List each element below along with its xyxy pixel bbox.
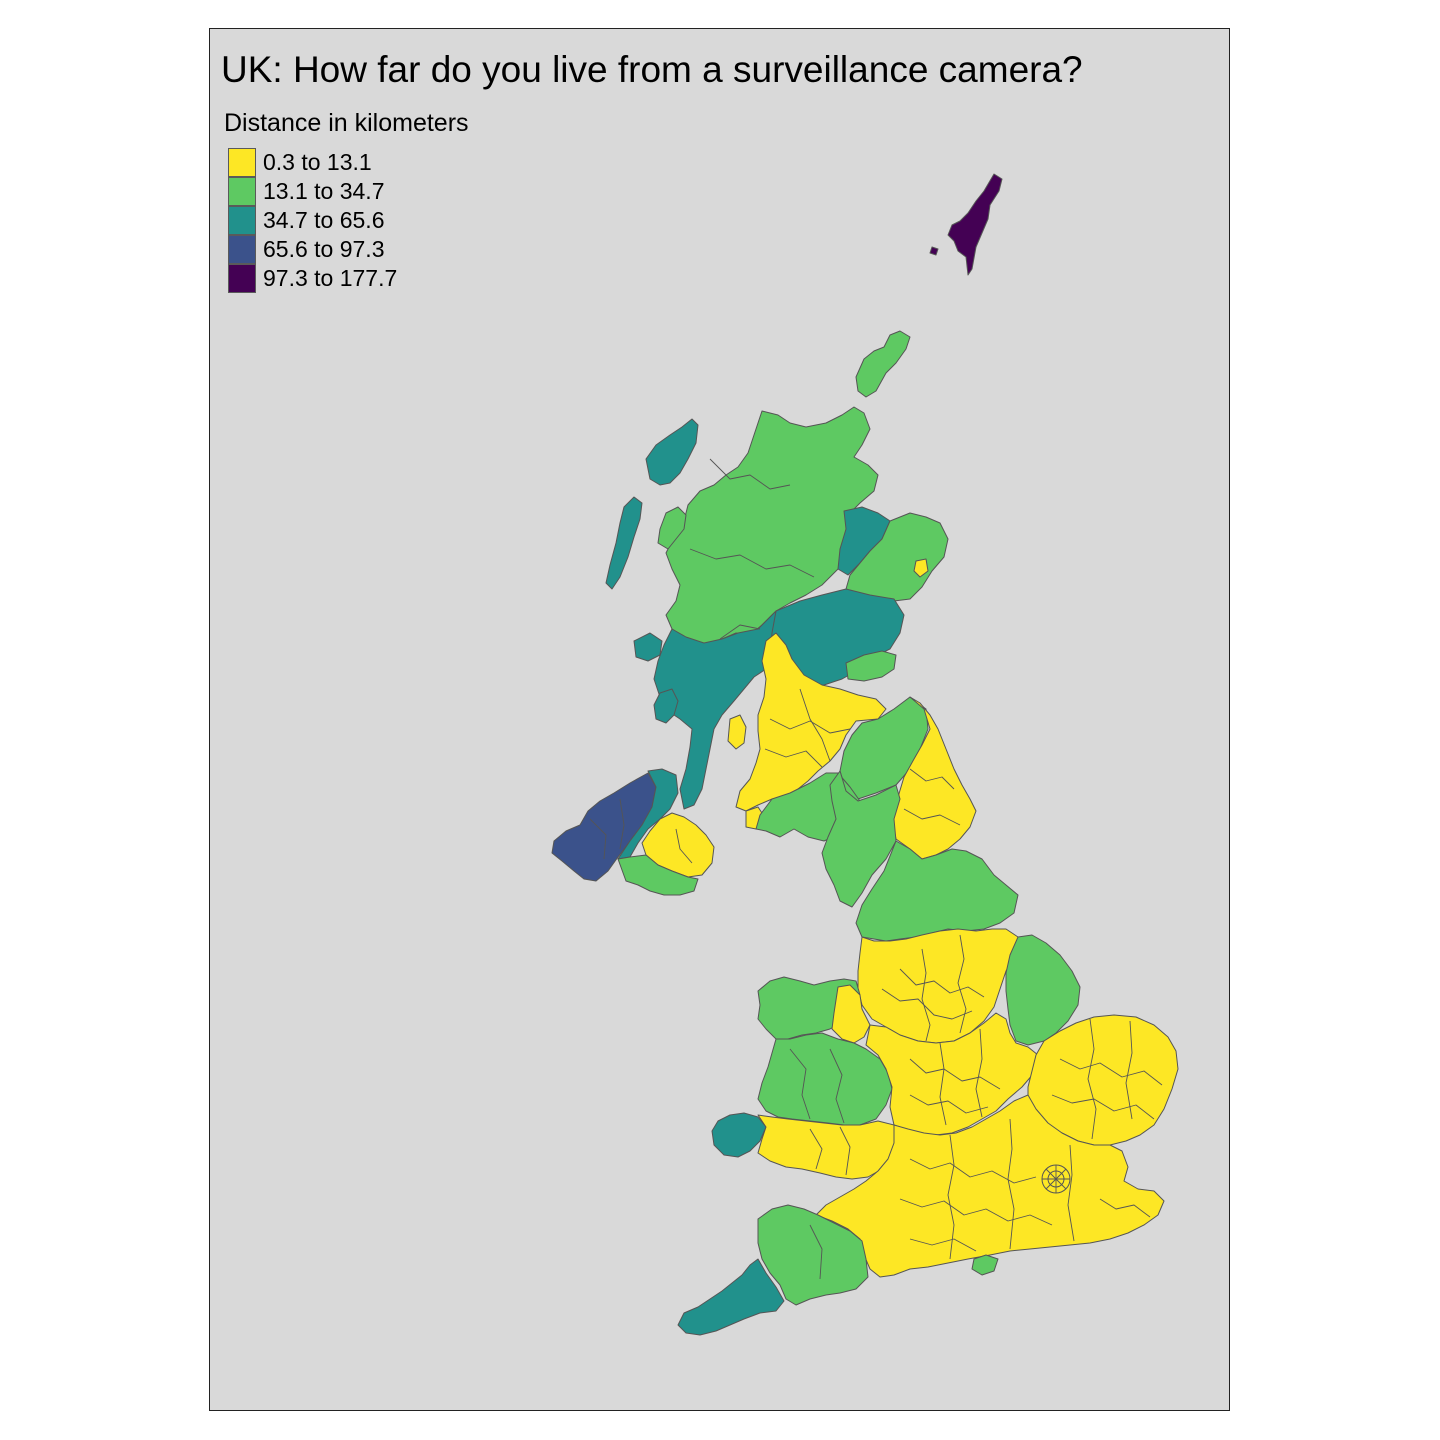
legend-title: Distance in kilometers	[224, 109, 469, 137]
choropleth-map	[551, 173, 1179, 1336]
region-ni-south	[617, 854, 699, 896]
legend-label: 0.3 to 13.1	[263, 149, 372, 175]
region-pembrokeshire	[711, 1112, 767, 1158]
region-western-isles-south	[605, 496, 643, 590]
region-shetland-islet	[929, 246, 939, 256]
map-title: UK: How far do you live from a surveilla…	[221, 49, 1083, 90]
legend-label: 97.3 to 177.7	[263, 265, 398, 291]
region-devon	[757, 1204, 869, 1306]
region-arran	[727, 714, 747, 750]
legend-swatch	[228, 206, 256, 235]
legend-swatch	[228, 264, 256, 293]
map-panel: UK: How far do you live from a surveilla…	[209, 28, 1230, 1411]
legend-item: 0.3 to 13.1	[228, 148, 397, 177]
legend-swatch	[228, 235, 256, 264]
region-cumbria	[821, 770, 901, 908]
region-mid-wales	[757, 1032, 893, 1126]
region-ni-east	[641, 812, 715, 878]
region-lancashire-yorkshire	[857, 928, 1019, 1044]
region-fife	[845, 650, 897, 682]
legend-label: 65.6 to 97.3	[263, 236, 385, 262]
region-mull	[633, 632, 663, 662]
legend-item: 13.1 to 34.7	[228, 177, 397, 206]
district-boundaries	[589, 458, 1163, 1280]
region-islay	[653, 688, 679, 724]
region-south-wales	[757, 1114, 899, 1180]
legend-swatch	[228, 177, 256, 206]
legend-swatch	[228, 148, 256, 177]
london-boroughs	[1041, 1164, 1071, 1194]
region-north-wales-yellow	[831, 984, 871, 1044]
legend-item: 34.7 to 65.6	[228, 206, 397, 235]
legend: 0.3 to 13.1 13.1 to 34.7 34.7 to 65.6 65…	[228, 148, 397, 293]
region-orkney	[855, 330, 911, 398]
region-aberdeenshire	[845, 512, 949, 602]
region-cornwall	[677, 1258, 785, 1336]
region-north-east-england	[891, 696, 977, 860]
region-shetland	[947, 173, 1003, 276]
region-north-yorkshire	[855, 840, 1019, 942]
legend-item: 97.3 to 177.7	[228, 264, 397, 293]
region-western-isles	[645, 418, 699, 486]
region-aberdeen-city	[913, 558, 929, 578]
legend-label: 34.7 to 65.6	[263, 207, 385, 233]
legend-label: 13.1 to 34.7	[263, 178, 385, 204]
region-ni-mid	[617, 768, 679, 860]
legend-item: 65.6 to 97.3	[228, 235, 397, 264]
region-isle-of-wight	[971, 1254, 999, 1276]
region-skye	[657, 506, 687, 550]
